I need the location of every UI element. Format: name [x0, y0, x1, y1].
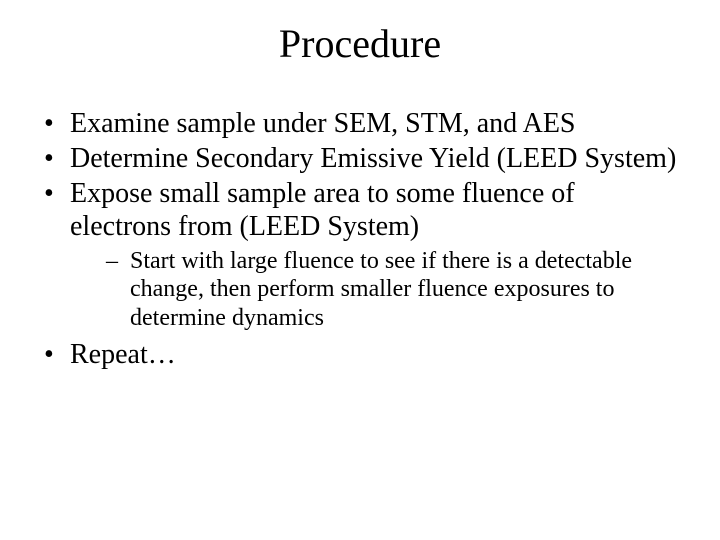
slide-title: Procedure	[30, 20, 690, 67]
bullet-list: Examine sample under SEM, STM, and AES D…	[30, 107, 690, 371]
bullet-text: Expose small sample area to some fluence…	[70, 178, 575, 242]
list-item: Examine sample under SEM, STM, and AES	[40, 107, 680, 140]
list-item: Determine Secondary Emissive Yield (LEED…	[40, 142, 680, 175]
bullet-text: Repeat…	[70, 339, 176, 370]
sub-bullet-text: Start with large fluence to see if there…	[130, 248, 632, 331]
list-item: Start with large fluence to see if there…	[106, 247, 680, 332]
bullet-text: Examine sample under SEM, STM, and AES	[70, 108, 576, 139]
list-item: Repeat…	[40, 338, 680, 371]
bullet-text: Determine Secondary Emissive Yield (LEED…	[70, 143, 676, 174]
list-item: Expose small sample area to some fluence…	[40, 177, 680, 332]
slide: Procedure Examine sample under SEM, STM,…	[0, 0, 720, 540]
sub-bullet-list: Start with large fluence to see if there…	[70, 247, 680, 332]
